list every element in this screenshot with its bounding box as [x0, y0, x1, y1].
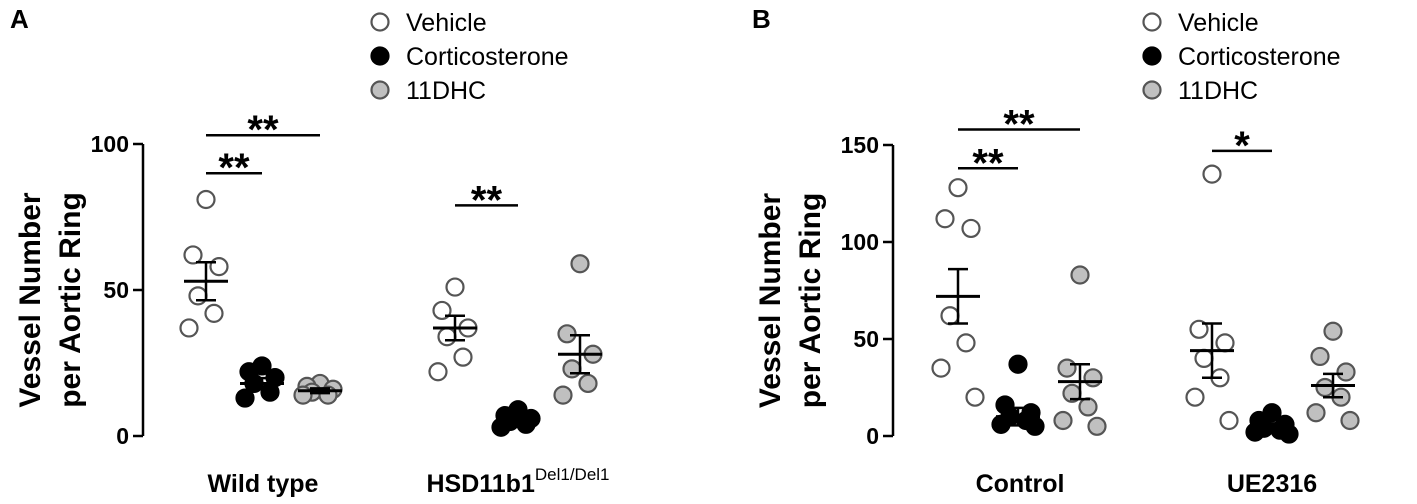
x-category-text: Control: [976, 470, 1065, 498]
data-point: [1078, 397, 1098, 417]
data-point: [183, 245, 203, 265]
legend-marker: [370, 46, 390, 66]
panel-label: A: [10, 4, 29, 34]
y-axis-title-line2: per Aortic Ring: [794, 193, 827, 409]
significance-stars: **: [218, 146, 250, 190]
y-tick-label: 100: [91, 131, 129, 157]
legend-label: Vehicle: [406, 9, 487, 37]
legend-marker: [1142, 12, 1162, 32]
legend-label: Corticosterone: [1178, 43, 1341, 71]
data-point: [1245, 422, 1265, 442]
data-point: [935, 209, 955, 229]
data-point: [1202, 164, 1222, 184]
panel-label: B: [752, 4, 771, 34]
data-point: [293, 385, 313, 405]
y-tick-label: 100: [841, 229, 879, 255]
data-point: [1008, 354, 1028, 374]
legend-label: 11DHC: [406, 77, 486, 105]
legend-marker: [1142, 80, 1162, 100]
data-point: [1336, 362, 1356, 382]
data-point: [940, 306, 960, 326]
panel-a: A 0 50 100 Vessel Number per Aortic Ring Wild …: [10, 4, 610, 498]
data-point: [553, 385, 573, 405]
y-tick-label: 0: [116, 423, 129, 449]
data-point: [956, 333, 976, 353]
data-point: [562, 359, 582, 379]
data-point: [1315, 377, 1335, 398]
legend-marker: [1142, 46, 1162, 66]
data-point: [1053, 410, 1073, 431]
data-point: [188, 286, 208, 306]
y-axis-title-line1: Vessel Number: [754, 193, 787, 408]
data-point: [965, 387, 985, 407]
y-axis-title-line1: Vessel Number: [14, 192, 47, 407]
data-point: [1057, 358, 1077, 378]
panel-b: B 0 50 100 150 Vessel Number per Aortic Ring Co…: [752, 4, 1360, 498]
data-point: [1025, 416, 1045, 436]
data-point: [557, 324, 577, 344]
data-point: [516, 414, 536, 434]
x-category-label: Control: [976, 470, 1065, 498]
data-point: [235, 388, 255, 408]
legend-marker: [370, 12, 390, 32]
data-point: [948, 178, 968, 198]
data-point: [570, 254, 590, 274]
data-point: [961, 218, 981, 239]
data-point: [209, 257, 229, 277]
x-category-label: Wild type: [208, 470, 319, 498]
data-point: [1087, 416, 1107, 436]
significance-stars: **: [972, 141, 1004, 185]
data-point: [1306, 403, 1326, 423]
y-tick-label: 50: [103, 277, 129, 303]
y-tick-label: 150: [841, 132, 879, 158]
y-tick-label: 0: [866, 423, 879, 449]
legend-label: Vehicle: [1178, 9, 1259, 37]
data-point: [437, 327, 457, 347]
data-point: [445, 277, 465, 297]
y-axis-title-line2: per Aortic Ring: [54, 192, 87, 408]
data-point: [1310, 346, 1330, 367]
significance-stars: *: [1234, 124, 1250, 168]
data-point: [931, 358, 951, 378]
significance-stars: **: [471, 178, 503, 222]
legend-marker: [370, 80, 390, 100]
data-point: [196, 189, 216, 210]
significance-stars: **: [247, 108, 279, 152]
x-category-label: HSD11b1Del1/Del1: [426, 465, 609, 498]
x-category-superscript: Del1/Del1: [535, 465, 610, 484]
data-point: [1070, 265, 1090, 285]
data-point: [1185, 387, 1205, 407]
data-point: [1215, 333, 1235, 353]
x-category-text: HSD11b1: [426, 470, 534, 498]
y-tick-label: 50: [853, 326, 879, 352]
data-point: [1194, 348, 1214, 368]
data-point: [1279, 424, 1299, 444]
significance-stars: **: [1003, 102, 1035, 146]
data-point: [428, 362, 448, 382]
x-category-text: Wild type: [208, 470, 319, 498]
data-point: [453, 347, 473, 367]
x-category-text: UE2316: [1227, 470, 1317, 498]
data-point: [179, 318, 199, 338]
data-point: [1083, 368, 1103, 388]
data-point: [1219, 410, 1239, 431]
data-point: [1340, 410, 1360, 431]
data-point: [578, 373, 598, 394]
data-point: [1189, 319, 1209, 339]
data-point: [204, 303, 224, 323]
data-point: [260, 382, 280, 402]
data-point: [1323, 321, 1343, 341]
legend-label: 11DHC: [1178, 77, 1258, 105]
legend-label: Corticosterone: [406, 43, 569, 71]
data-point: [991, 414, 1011, 434]
x-category-label: UE2316: [1227, 470, 1317, 498]
